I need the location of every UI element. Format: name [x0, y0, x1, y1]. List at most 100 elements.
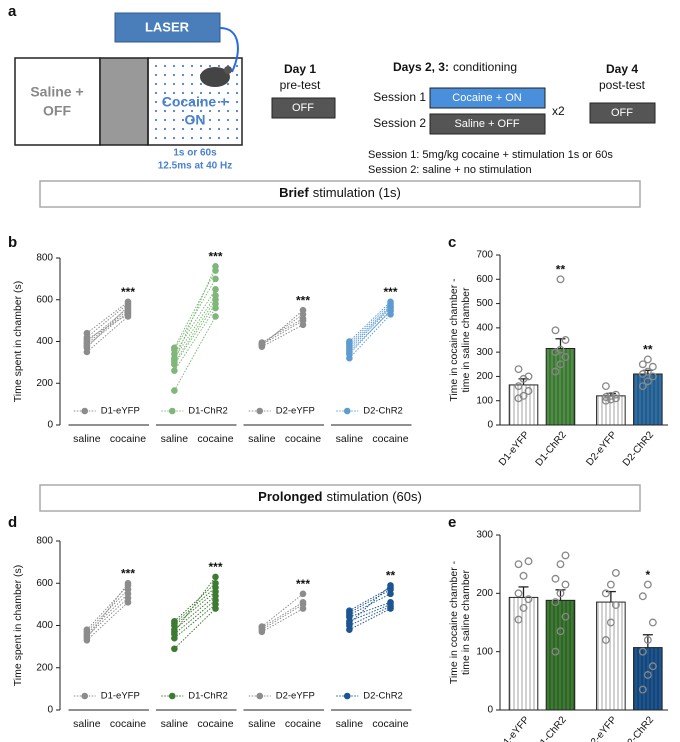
- x-tick-label: saline: [248, 718, 276, 730]
- header-rest: stimulation (1s): [313, 185, 401, 200]
- x-tick-label: D2-eYFP: [584, 429, 619, 468]
- point: [556, 627, 565, 636]
- point: [643, 636, 652, 644]
- header-rest: stimulation (60s): [326, 489, 421, 504]
- legend-marker: [256, 407, 264, 415]
- x-tick-label: D1-eYFP: [497, 429, 532, 468]
- legend-label: D2-eYFP: [276, 691, 315, 702]
- point: [611, 568, 620, 577]
- x-tick-label: saline: [336, 718, 364, 730]
- legend-marker: [81, 692, 89, 700]
- point: [171, 387, 178, 394]
- point: [387, 303, 394, 311]
- pair-line: [261, 318, 304, 343]
- x-tick-label: D2-ChR2: [621, 429, 656, 468]
- bar: [508, 596, 539, 711]
- pair-line: [261, 601, 304, 629]
- state-label: OFF: [292, 102, 314, 114]
- bar: [508, 384, 539, 426]
- pair-line: [174, 587, 216, 624]
- y-tick-label: 300: [476, 530, 493, 541]
- x-tick-label: D1-eYFP: [497, 714, 532, 742]
- header: Brief stimulation (1s): [279, 185, 401, 200]
- x-tick-label: cocaine: [372, 718, 408, 730]
- y-tick-label: 400: [36, 620, 53, 631]
- point: [212, 275, 219, 283]
- legend-marker: [168, 692, 176, 700]
- pair-line: [349, 584, 391, 624]
- panel-label: c: [448, 234, 456, 251]
- point: [212, 286, 219, 293]
- legend-marker: [168, 407, 176, 415]
- point: [514, 560, 523, 569]
- x-tick-label: cocaine: [110, 433, 146, 445]
- repeat-label: x2: [552, 104, 565, 118]
- point: [387, 598, 394, 606]
- pair-line: [349, 305, 391, 347]
- point: [551, 367, 560, 376]
- pair-line: [173, 266, 216, 361]
- y-tick-label: 700: [476, 250, 493, 261]
- legend-label: D2-eYFP: [276, 406, 315, 417]
- y-tick-label: 200: [36, 378, 53, 389]
- x-tick-label: saline: [336, 433, 364, 445]
- point: [643, 355, 652, 364]
- point: [171, 628, 178, 636]
- annotation: **: [556, 262, 566, 276]
- point: [561, 580, 570, 589]
- x-tick-label: saline: [161, 433, 189, 445]
- y-tick-label: 300: [476, 347, 493, 358]
- point: [638, 360, 647, 369]
- legend-label: D1-eYFP: [101, 406, 140, 417]
- state-box: [589, 102, 656, 124]
- pair-line: [86, 582, 129, 639]
- pair-line: [174, 608, 216, 650]
- point: [638, 382, 647, 391]
- pair-line: [349, 314, 391, 359]
- pair-line: [261, 603, 304, 631]
- pair-line: [86, 303, 129, 338]
- point: [601, 636, 610, 644]
- mouse: [200, 67, 230, 87]
- header-box: [39, 180, 641, 208]
- y-tick-label: 200: [476, 371, 493, 382]
- point: [212, 263, 219, 270]
- y-tick-label: 200: [36, 662, 53, 673]
- y-axis-label: Time spent in chamber (s): [12, 281, 24, 403]
- pair-line: [173, 278, 216, 351]
- point: [648, 362, 657, 371]
- annotation: **: [386, 569, 396, 583]
- point: [346, 620, 353, 627]
- x-tick-label: D2-eYFP: [584, 714, 619, 742]
- y-tick-label: 0: [487, 705, 493, 716]
- legend-label: D1-eYFP: [101, 691, 140, 702]
- legend-marker: [343, 407, 351, 415]
- y-axis-label: time in saline chamber: [460, 287, 472, 393]
- x-tick-label: cocaine: [197, 718, 233, 730]
- y-axis-label: Time in cocaine chamber -: [448, 560, 460, 684]
- y-tick-label: 0: [47, 705, 53, 716]
- point: [514, 382, 523, 391]
- point: [643, 580, 652, 589]
- pair-line: [349, 309, 391, 355]
- header-box: [39, 484, 641, 512]
- legend-label: D2-ChR2: [363, 691, 403, 702]
- legend-label: D2-ChR2: [363, 406, 403, 417]
- y-tick-label: 600: [36, 294, 53, 305]
- annotation: ***: [121, 566, 135, 580]
- note: Session 1: 5mg/kg cocaine + stimulation …: [368, 149, 613, 161]
- point: [519, 603, 528, 612]
- y-tick-label: 0: [487, 420, 493, 431]
- y-tick-label: 200: [476, 588, 493, 599]
- pair-line: [173, 307, 216, 371]
- session-box: [429, 87, 546, 109]
- point: [212, 313, 219, 320]
- point: [556, 560, 565, 569]
- point: [212, 573, 219, 581]
- pair-line: [86, 316, 129, 353]
- legend-marker: [81, 407, 89, 415]
- point: [299, 306, 307, 314]
- point: [524, 595, 533, 604]
- bar: [545, 599, 576, 711]
